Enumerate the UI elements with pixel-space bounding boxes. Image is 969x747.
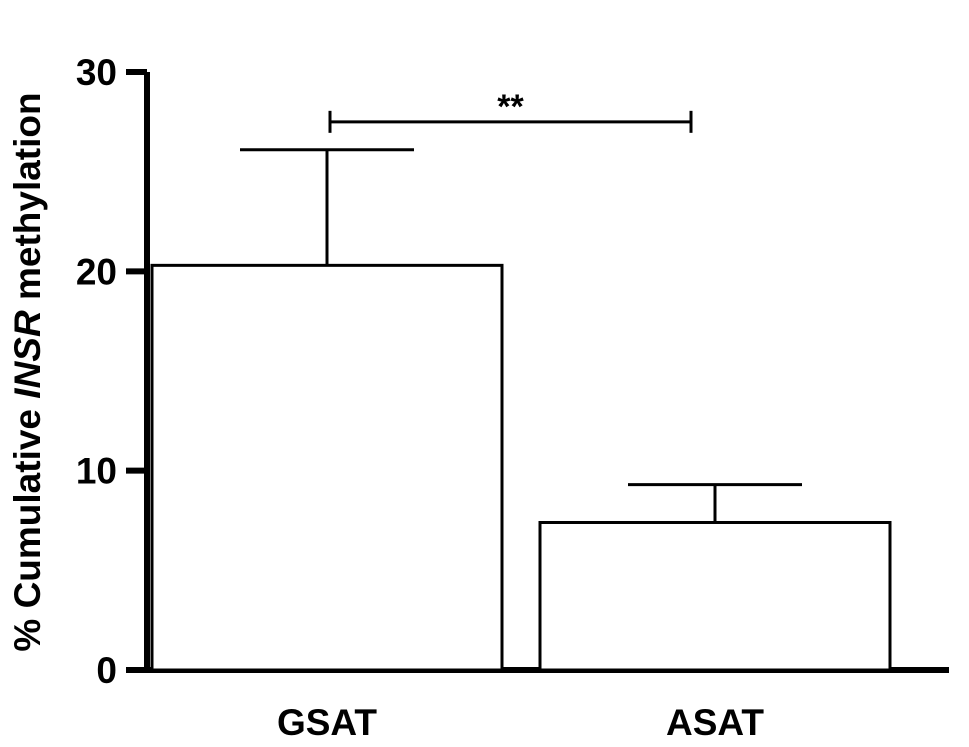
y-axis-title-prefix: % Cumulative [7,399,48,652]
y-tick-label: 30 [76,52,117,93]
y-tick-label: 20 [76,251,117,292]
bars [150,263,892,672]
x-tick-label-gsat: GSAT [277,702,377,743]
y-tick-label: 0 [96,650,117,691]
x-tick-label-asat: ASAT [666,702,764,743]
y-axis-title-gene: INSR [7,310,48,399]
bar-gsat [150,263,504,672]
significance-bracket: ** [328,88,693,133]
y-tick-label: 10 [76,451,117,492]
error-bars [240,148,802,523]
y-axis-title: % Cumulative INSR methylation [7,92,48,651]
y-axis-title-suffix: methylation [7,92,48,310]
significance-label: ** [497,88,524,126]
bar-asat [538,520,892,672]
